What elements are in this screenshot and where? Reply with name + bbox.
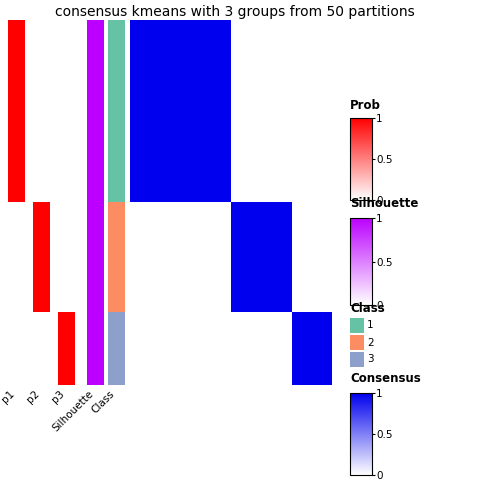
Text: consensus kmeans with 3 groups from 50 partitions: consensus kmeans with 3 groups from 50 p… [55,5,415,19]
Text: Class: Class [90,389,116,416]
Text: Silhouette: Silhouette [51,389,95,434]
Text: 3: 3 [367,354,373,364]
Text: p3: p3 [50,389,67,406]
Text: Prob: Prob [350,99,381,112]
Text: p1: p1 [0,389,17,406]
Text: Consensus: Consensus [350,372,421,385]
Text: p2: p2 [25,389,41,406]
Text: Silhouette: Silhouette [350,197,418,210]
Text: 1: 1 [367,321,373,331]
Text: 2: 2 [367,338,373,347]
Text: Class: Class [350,302,385,315]
